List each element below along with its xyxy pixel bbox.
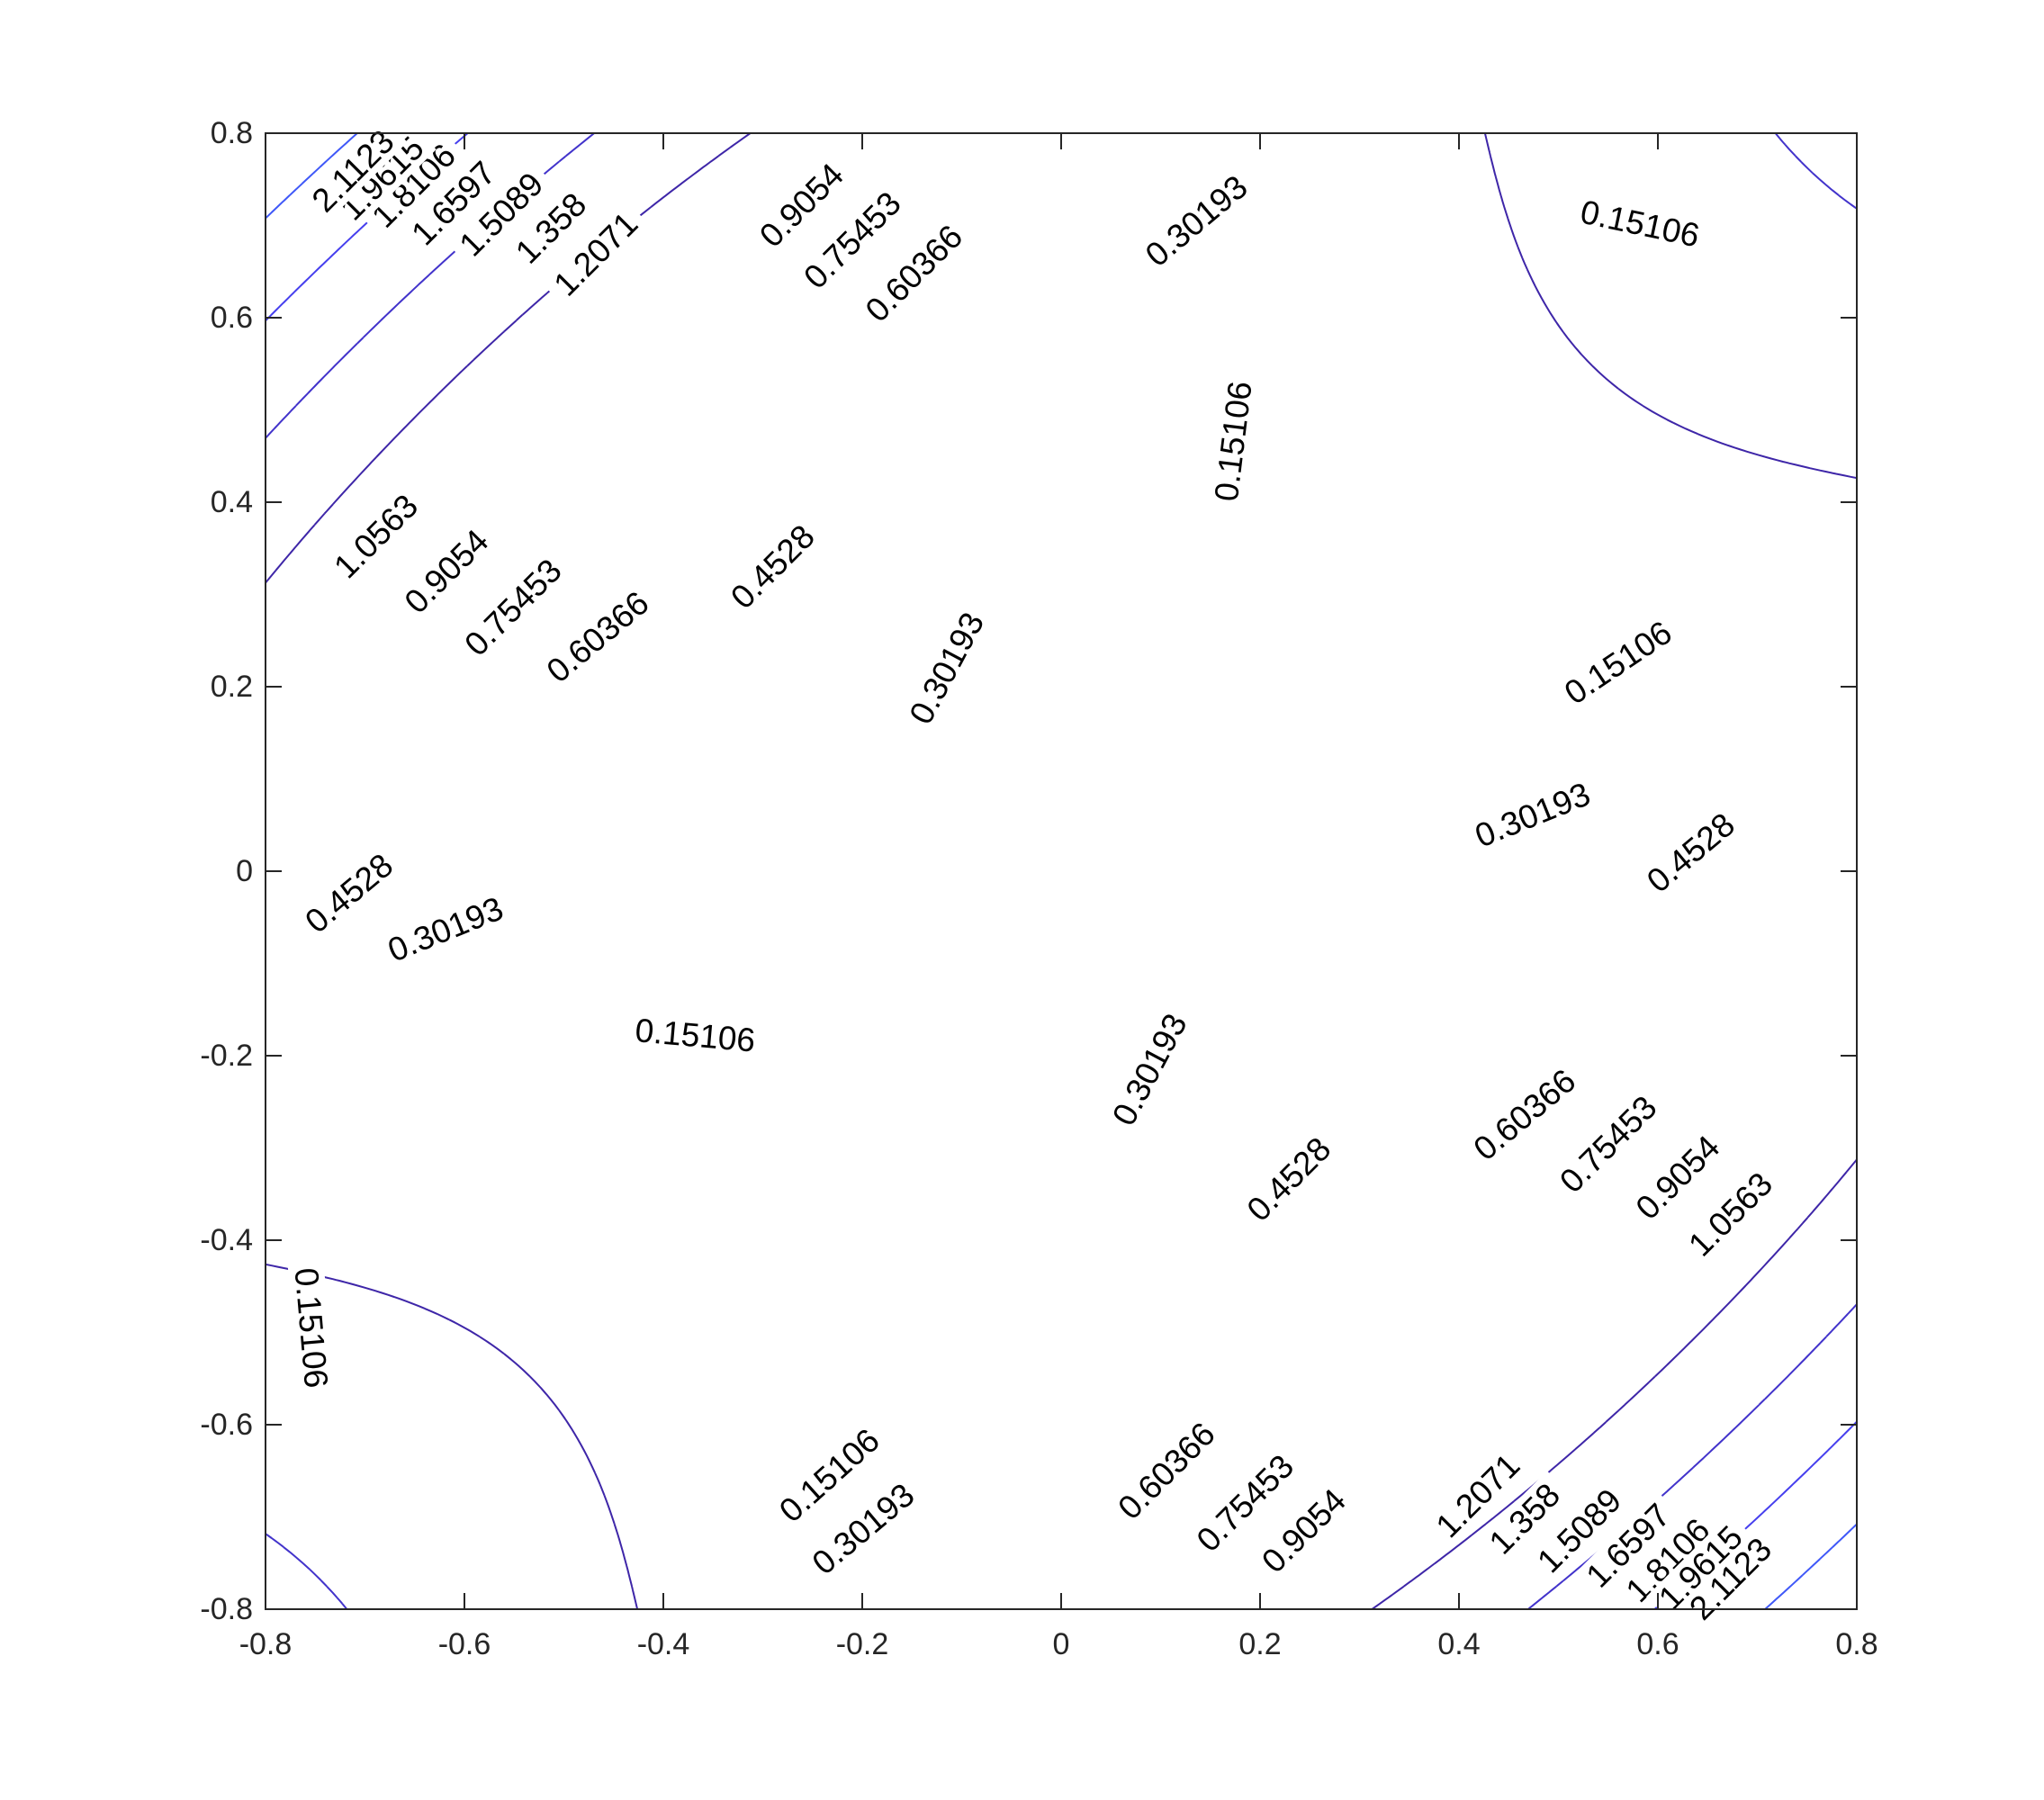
contour-label-bg bbox=[392, 517, 501, 626]
contour-label-bg bbox=[799, 1471, 927, 1587]
contour-label-bg bbox=[1623, 1122, 1733, 1232]
plot-area bbox=[266, 133, 1857, 1609]
contour-label-bg bbox=[718, 512, 827, 622]
contour-line-0_15106 bbox=[266, 133, 1857, 1609]
contour-label-bg bbox=[399, 148, 509, 258]
contour-label-bg bbox=[1676, 1159, 1786, 1269]
y-tick-label: -0.4 bbox=[200, 1223, 253, 1257]
contour-label-bg bbox=[1676, 1524, 1786, 1634]
y-tick-label: -0.6 bbox=[200, 1408, 253, 1442]
x-axis-tick-labels: -0.8 -0.6 -0.4 -0.2 0 0.2 0.4 0.6 0.8 bbox=[239, 1627, 1878, 1661]
contour-label-bg bbox=[1102, 1001, 1198, 1138]
x-tick-label: -0.6 bbox=[438, 1627, 491, 1661]
contour-label-bg bbox=[321, 482, 431, 591]
contour-label-bg bbox=[327, 123, 437, 233]
contour-label-bg bbox=[1207, 371, 1260, 511]
contour-label-bg bbox=[1613, 1506, 1723, 1616]
contour-label-bg bbox=[766, 1416, 893, 1534]
contour-label-bg bbox=[534, 579, 662, 695]
x-tick-label: -0.4 bbox=[637, 1627, 690, 1661]
contour-label-bg bbox=[1476, 1471, 1573, 1567]
axis-ticks bbox=[265, 132, 1858, 1610]
x-tick-label: 0.2 bbox=[1238, 1627, 1281, 1661]
contour-lines bbox=[266, 133, 1857, 1609]
contour-label-bg bbox=[626, 1011, 765, 1059]
contour-label-bg bbox=[791, 179, 914, 302]
contour-label-bg bbox=[1461, 1057, 1589, 1173]
contour-label-bg bbox=[1634, 801, 1748, 904]
contour-label-bg bbox=[852, 212, 976, 335]
contour-label-bg bbox=[502, 180, 599, 276]
contour-label-bg bbox=[359, 130, 469, 240]
contour-label-bg bbox=[287, 1258, 336, 1398]
contour-label-bg bbox=[298, 116, 408, 226]
x-tick-label: -0.2 bbox=[836, 1627, 889, 1661]
y-axis-tick-labels: -0.8 -0.6 -0.4 -0.2 0 0.2 0.4 0.6 0.8 bbox=[200, 116, 253, 1626]
contour-label-bg bbox=[898, 599, 995, 737]
contour-label-bg bbox=[1463, 772, 1603, 858]
contour-label-bg bbox=[1132, 163, 1261, 279]
contour-label-bg bbox=[1569, 192, 1711, 256]
contour-label-bg bbox=[1551, 609, 1685, 716]
y-tick-label: 0.8 bbox=[211, 116, 253, 150]
contour-label-bg bbox=[541, 199, 651, 309]
contour-label-bg bbox=[1105, 1409, 1228, 1533]
contour-label-bg bbox=[452, 546, 574, 669]
x-tick-label: 0.4 bbox=[1437, 1627, 1480, 1661]
contour-label-bg bbox=[375, 886, 516, 972]
y-tick-label: -0.2 bbox=[200, 1039, 253, 1073]
contour-label-bg bbox=[446, 159, 556, 269]
y-tick-label: 0 bbox=[236, 854, 253, 888]
contour-label-bg bbox=[1423, 1441, 1533, 1551]
y-tick-label: 0.2 bbox=[211, 670, 253, 704]
contour-label-bg bbox=[1547, 1083, 1670, 1206]
y-tick-label: -0.8 bbox=[200, 1592, 253, 1626]
contour-label-bg bbox=[1573, 1490, 1683, 1600]
contour-line-0_60366 bbox=[266, 133, 1857, 1609]
x-tick-label: 0.6 bbox=[1636, 1627, 1679, 1661]
contour-label-bg bbox=[1184, 1442, 1307, 1564]
contour-label-bg bbox=[1646, 1513, 1755, 1623]
contour-label-bg bbox=[1525, 1476, 1634, 1586]
y-tick-label: 0.6 bbox=[211, 301, 253, 335]
contour-label-bg bbox=[1234, 1124, 1344, 1234]
contour-label-bg bbox=[292, 842, 406, 946]
x-tick-label: 0 bbox=[1053, 1627, 1070, 1661]
x-tick-label: 0.8 bbox=[1835, 1627, 1877, 1661]
contour-label-bg bbox=[747, 150, 857, 260]
y-tick-label: 0.4 bbox=[211, 485, 253, 519]
x-tick-label: -0.8 bbox=[239, 1627, 293, 1661]
contour-label-bg bbox=[1249, 1476, 1359, 1586]
